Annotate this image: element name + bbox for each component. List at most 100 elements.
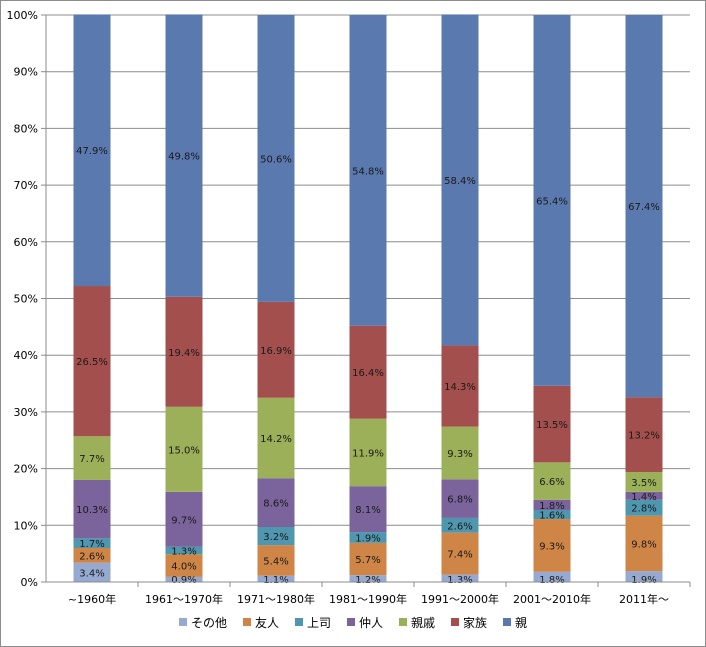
legend-label: 上司 (307, 616, 331, 630)
bar-segment (349, 15, 387, 326)
data-label: 13.5% (536, 420, 568, 431)
data-label: 6.8% (447, 495, 472, 506)
bar-segment (441, 574, 479, 582)
x-tick-label: 1971～1980年 (237, 592, 315, 606)
bar-segment (165, 546, 203, 555)
legend-swatch (399, 618, 407, 626)
data-label: 3.2% (263, 532, 288, 543)
data-label: 1.8% (539, 501, 564, 512)
legend-swatch (347, 618, 355, 626)
data-label: 19.4% (168, 348, 200, 359)
legend-label: その他 (191, 616, 227, 630)
y-tick-label: 10% (14, 519, 38, 532)
y-tick-label: 60% (14, 236, 38, 249)
data-label: 67.4% (628, 202, 660, 213)
bar-segment (441, 426, 479, 480)
bar-segment (73, 479, 111, 539)
y-tick-label: 70% (14, 179, 38, 192)
bar-segment (165, 491, 203, 547)
data-label: 1.9% (355, 533, 380, 544)
data-label: 49.8% (168, 152, 200, 163)
bar-segment (625, 397, 663, 473)
bar-segment (441, 532, 479, 575)
x-tick-label: 1981～1990年 (329, 592, 407, 606)
data-label: 16.9% (260, 346, 292, 357)
bar-segment (533, 509, 571, 520)
bar-segment (625, 491, 663, 500)
bar-segment (441, 14, 479, 346)
data-label: 1.4% (631, 492, 656, 503)
bars: 3.4%2.6%1.7%10.3%7.7%26.5%47.9%0.9%4.0%1… (73, 14, 663, 586)
legend-label: 家族 (463, 615, 487, 630)
y-tick-label: 40% (14, 349, 38, 362)
bar-segment (165, 296, 203, 407)
data-label: 58.4% (444, 176, 476, 187)
data-label: 2.6% (447, 521, 472, 532)
bar-segment (349, 486, 387, 533)
legend-swatch (451, 618, 459, 626)
bar-segment (257, 15, 295, 302)
bar-segment (349, 575, 387, 582)
data-label: 13.2% (628, 431, 660, 442)
bar-segment (165, 576, 203, 582)
bar-segment (625, 472, 663, 492)
x-tick-label: 1991～2000年 (421, 592, 499, 606)
bar-segment (349, 532, 387, 543)
bar-segment (533, 385, 571, 463)
legend-label: 親 (515, 616, 527, 630)
legend-label: 仲人 (359, 616, 383, 630)
data-label: 47.9% (76, 146, 108, 157)
data-label: 8.6% (263, 499, 288, 510)
y-axis: 0% 10% 20% 30% 40% 50% 60% 70% 80% 90% 100% (7, 9, 47, 589)
bar-segment (257, 545, 295, 576)
bar-segment (533, 462, 571, 500)
data-label: 14.2% (260, 434, 292, 445)
data-label: 0.9% (171, 575, 196, 586)
x-axis: ~1960年 1961～1970年 1971～1980年 1981～1990年 1991… (46, 581, 691, 606)
bar-segment (165, 406, 203, 492)
data-label: 2.6% (79, 551, 104, 562)
legend-swatch (295, 618, 303, 626)
bar-segment (73, 538, 111, 548)
x-tick-label: ~1960年 (68, 592, 116, 606)
data-label: 1.1% (263, 575, 288, 586)
x-tick-label: 2011年～ (619, 592, 669, 606)
data-label: 26.5% (76, 357, 108, 368)
bar-segment (257, 527, 295, 546)
bar-segment (73, 547, 111, 563)
data-label: 16.4% (352, 368, 384, 379)
bar-segment (349, 542, 387, 576)
data-label: 15.0% (168, 445, 200, 456)
y-tick-label: 20% (14, 463, 38, 476)
y-tick-label: 30% (14, 406, 38, 419)
bar-segment (533, 15, 571, 386)
data-label: 1.6% (539, 511, 564, 522)
data-label: 5.4% (263, 556, 288, 567)
y-tick-label: 50% (14, 293, 38, 306)
bar-segment (165, 14, 203, 297)
data-label: 4.0% (171, 562, 196, 573)
bar-segment (625, 515, 663, 572)
legend-swatch (503, 618, 511, 626)
y-tick-label: 0% (21, 576, 38, 589)
x-tick-label: 2001～2010年 (513, 592, 591, 606)
data-label: 3.4% (79, 568, 104, 579)
data-label: 1.9% (631, 575, 656, 586)
data-label: 9.3% (539, 541, 564, 552)
bar-segment (257, 397, 295, 479)
bar-segment (257, 478, 295, 528)
data-label: 2.8% (631, 504, 656, 515)
data-label: 14.3% (444, 382, 476, 393)
bar-segment (533, 519, 571, 572)
data-label: 65.4% (536, 196, 568, 207)
bar-segment (625, 571, 663, 582)
data-label: 50.6% (260, 154, 292, 165)
data-label: 9.3% (447, 449, 472, 460)
bar-segment (73, 562, 111, 582)
legend-label: 友人 (255, 616, 279, 630)
data-label: 8.1% (355, 505, 380, 516)
bar-segment (533, 499, 571, 510)
data-label: 1.2% (355, 575, 380, 586)
bar-segment (257, 575, 295, 582)
